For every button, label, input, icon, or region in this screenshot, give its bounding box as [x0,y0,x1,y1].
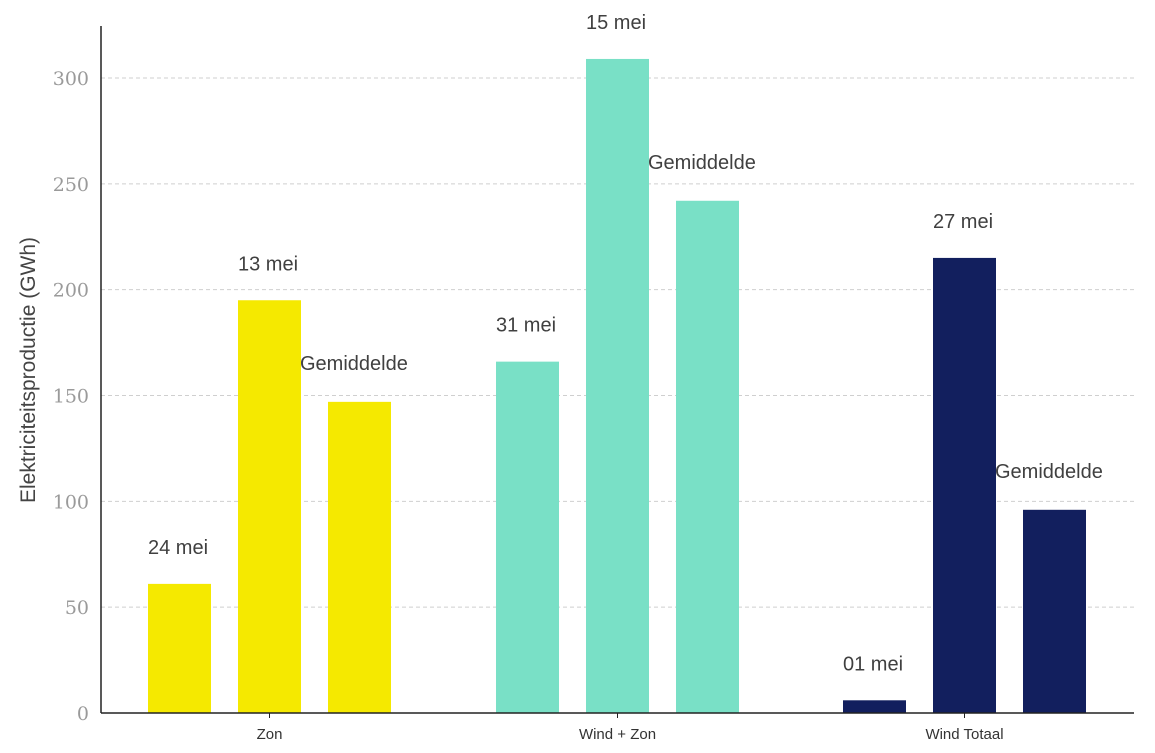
bar-zon-2 [238,300,301,713]
bar-data-label: Gemiddelde [300,353,408,375]
bar-wind-totaal-3 [1023,509,1086,713]
x-tick-label: Wind Totaal [925,726,1003,743]
bar-zon-3 [328,401,391,713]
y-tick-label: 100 [53,491,89,513]
y-tick-labels: 0 50 100 150 200 250 300 [53,68,89,725]
bar-data-label: 13 mei [238,253,298,275]
bar-zon-1 [148,583,211,713]
bars-layer [148,58,1086,713]
y-tick-label: 50 [65,597,89,619]
y-tick-label: 0 [77,703,89,725]
bar-data-label: 15 mei [586,12,646,34]
y-tick-label: 150 [53,386,89,408]
bar-wind-zon-2 [586,58,649,713]
y-tick-label: 250 [53,174,89,196]
y-tick-label: 200 [53,280,89,302]
bar-wind-totaal-2 [933,257,996,713]
x-tick-label: Zon [257,726,283,743]
bar-wind-zon-3 [676,200,739,713]
bar-data-label: 27 mei [933,211,993,233]
bar-data-label: 24 mei [148,537,208,559]
x-tick-labels: Zon Wind + Zon Wind Totaal [257,713,1004,743]
y-axis-label: Elektriciteitsproductie (GWh) [17,237,40,503]
bar-data-label: Gemiddelde [648,152,756,174]
bar-labels-layer: 24 mei 13 mei Gemiddelde 31 mei 15 mei Gemidd… [148,12,1103,675]
bar-wind-totaal-1 [843,700,906,713]
bar-data-label: 01 mei [843,653,903,675]
y-tick-label: 300 [53,68,89,90]
bar-data-label: 31 mei [496,315,556,337]
bar-data-label: Gemiddelde [995,461,1103,483]
x-tick-label: Wind + Zon [579,726,656,743]
bar-wind-zon-1 [496,361,559,713]
